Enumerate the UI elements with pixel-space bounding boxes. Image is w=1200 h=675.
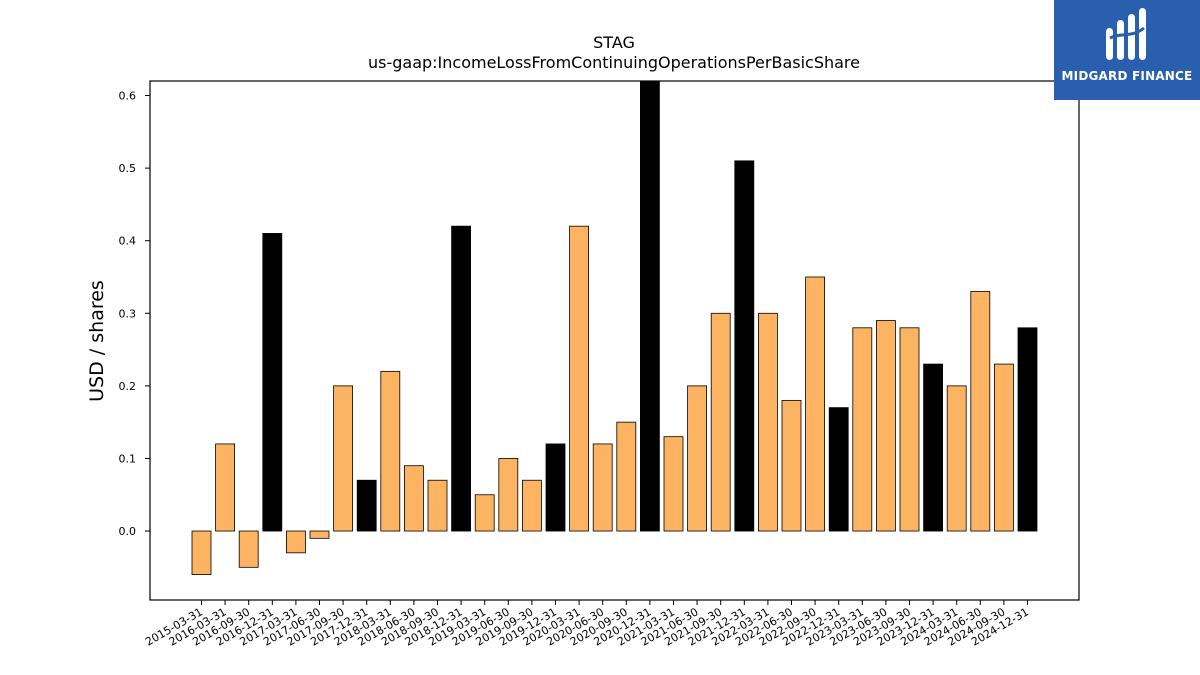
y-tick-label: 0.6 xyxy=(119,90,137,103)
bar-2020-06-30 xyxy=(592,443,613,532)
bar-2022-12-31 xyxy=(828,407,849,532)
y-tick-label: 0.5 xyxy=(119,162,137,175)
y-tick-label: 0.0 xyxy=(119,525,137,538)
bar-2021-09-30 xyxy=(710,312,731,532)
bar-2023-03-31 xyxy=(852,327,873,532)
bar-2020-03-31 xyxy=(569,225,589,532)
chart-title: STAG xyxy=(593,33,635,52)
bar-2018-06-30 xyxy=(403,465,424,532)
bar-2017-09-30 xyxy=(333,385,354,532)
chart-subtitle: us-gaap:IncomeLossFromContinuingOperatio… xyxy=(368,53,860,72)
bar-2019-06-30 xyxy=(498,458,519,532)
bar-2016-03-31 xyxy=(215,443,236,532)
bar-2021-12-31 xyxy=(734,160,755,532)
bar-2023-12-31 xyxy=(923,363,943,532)
bar-2018-03-31 xyxy=(380,370,401,532)
plot-frame xyxy=(149,80,1080,601)
bar-2021-03-31 xyxy=(663,436,684,532)
bar-2018-09-30 xyxy=(427,479,448,532)
bar-2016-12-31 xyxy=(262,233,283,532)
bar-2019-12-31 xyxy=(545,443,566,532)
bar-2019-03-31 xyxy=(474,494,495,532)
bar-2023-09-30 xyxy=(899,327,920,532)
y-tick-label: 0.1 xyxy=(119,452,137,465)
bar-2024-12-31 xyxy=(1017,327,1038,532)
bar-2024-06-30 xyxy=(970,291,991,532)
bar-2017-12-31 xyxy=(356,479,377,532)
bar-2022-06-30 xyxy=(781,399,802,532)
brand-name: MIDGARD FINANCE xyxy=(1061,69,1193,83)
bar-2023-06-30 xyxy=(876,320,896,532)
y-tick-label: 0.4 xyxy=(119,235,137,248)
brand-logo: MIDGARD FINANCE xyxy=(1054,0,1200,100)
bar-2021-06-30 xyxy=(687,385,707,532)
bar-2024-03-31 xyxy=(946,385,967,532)
midgard-logo-icon xyxy=(1106,8,1146,60)
y-tick-label: 0.2 xyxy=(119,380,137,393)
bar-2017-03-31 xyxy=(285,530,306,554)
bars-group xyxy=(191,80,1038,575)
y-tick-label: 0.3 xyxy=(119,307,137,320)
bar-2015-03-31 xyxy=(191,530,212,575)
bar-2019-09-30 xyxy=(522,479,542,532)
bar-2022-03-31 xyxy=(758,312,778,532)
bar-2018-12-31 xyxy=(451,225,472,532)
y-axis-label: USD / shares xyxy=(86,280,108,402)
bar-2017-06-30 xyxy=(309,530,330,539)
bar-2022-09-30 xyxy=(805,276,825,532)
bar-2020-12-31 xyxy=(640,80,660,532)
x-axis: 2015-03-312016-03-312016-09-302016-12-31… xyxy=(143,600,1031,649)
bar-2016-09-30 xyxy=(238,530,259,568)
bar-2020-09-30 xyxy=(616,421,637,532)
y-axis: 0.0 0.1 0.2 0.3 0.4 0.5 0.6 xyxy=(119,90,150,538)
bar-2024-09-30 xyxy=(994,363,1014,532)
